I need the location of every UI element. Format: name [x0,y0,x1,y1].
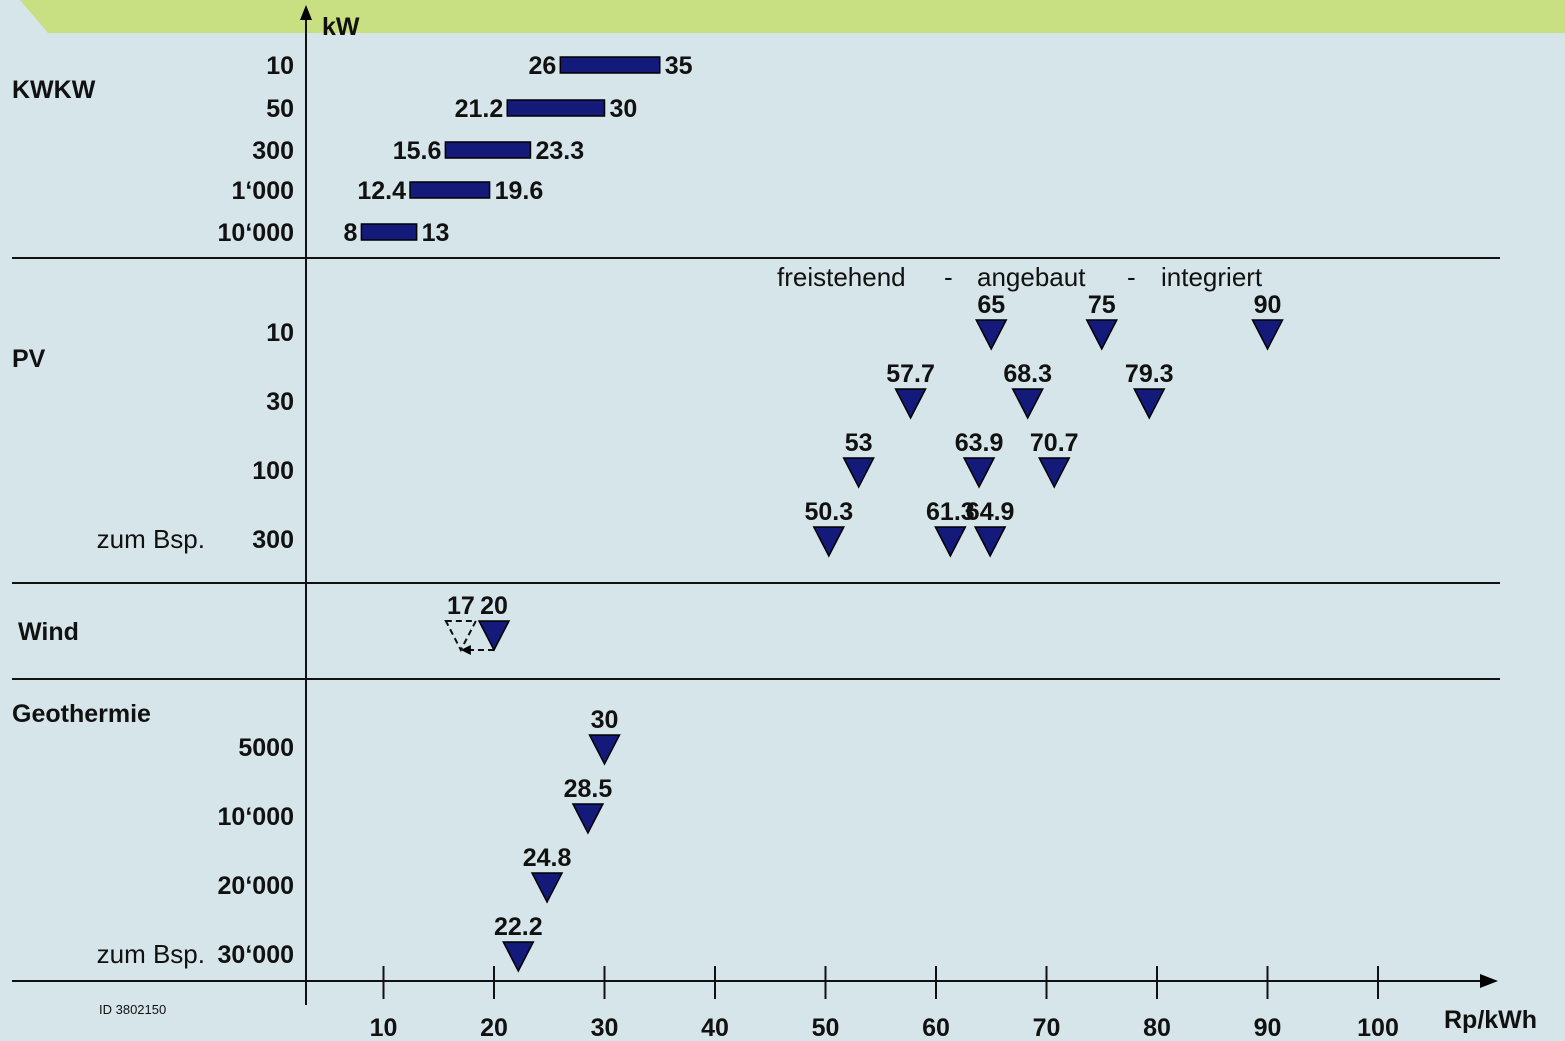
marker-triangle [571,803,605,835]
y-axis-arrow [300,5,312,20]
marker-label: 28.5 [564,775,613,803]
range-max-label: 13 [422,219,450,247]
section-title-geo: Geothermie [12,700,151,728]
pv-legend-integriert: integriert [1161,262,1263,292]
marker-triangle [1085,319,1118,351]
marker-label: 50.3 [804,498,853,526]
range-bar [559,56,661,74]
x-tick-label: 90 [1254,1014,1282,1041]
range-max-label: 35 [665,52,693,80]
marker-triangle [973,526,1007,558]
marker-label: 24.8 [523,844,572,872]
marker-triangle [934,526,967,558]
row-kw-label: 30 [266,388,294,416]
x-tick-label: 30 [591,1014,619,1041]
x-tick-label: 20 [480,1014,508,1041]
marker-label: 90 [1254,291,1282,319]
row-kw-label: 10 [266,319,294,347]
marker-triangle [842,457,875,489]
marker-label: 20 [480,592,508,620]
marker-label: 22.2 [494,913,543,941]
x-tick-label: 10 [370,1014,398,1041]
section-title-pv: PV [12,345,46,373]
row-kw-label: 50 [266,95,294,123]
x-tick-label: 50 [812,1014,840,1041]
range-min-label: 26 [528,52,556,80]
y-axis-label: kW [322,13,360,41]
marker-triangle [1133,388,1166,420]
marker-label: 70.7 [1030,429,1079,457]
marker-label: 75 [1088,291,1116,319]
pv-legend-separator: - [1127,262,1136,292]
marker-label: 63.9 [955,429,1004,457]
wind-arrow-head [460,645,471,655]
x-axis-label: Rp/kWh [1444,1006,1537,1034]
x-tick-label: 40 [701,1014,729,1041]
marker-triangle [477,620,511,652]
range-max-label: 19.6 [495,177,544,205]
marker-triangle [1251,319,1284,351]
marker-dashed-triangle [444,620,478,653]
id-note: ID 3802150 [99,1002,166,1017]
marker-label: 61.3 [926,498,975,526]
x-axis-arrow [1480,974,1498,988]
row-prefix-label: zum Bsp. [97,524,205,554]
row-kw-label: 5000 [238,734,294,762]
pv-legend-angebaut: angebaut [977,262,1086,292]
x-tick-label: 60 [922,1014,950,1041]
row-kw-label: 30‘000 [218,941,294,969]
range-min-label: 12.4 [357,177,406,205]
pv-legend-separator: - [944,262,953,292]
row-kw-label: 20‘000 [218,872,294,900]
marker-triangle [975,319,1008,351]
marker-label: 68.3 [1003,360,1052,388]
marker-triangle [530,872,564,904]
range-min-label: 8 [343,219,357,247]
row-kw-label: 300 [252,526,294,554]
marker-triangle [894,388,927,420]
marker-triangle [1011,388,1044,420]
row-kw-label: 10‘000 [218,219,294,247]
range-max-label: 30 [610,95,638,123]
range-bar [506,99,606,117]
range-bar [409,181,491,199]
row-kw-label: 1‘000 [231,177,294,205]
row-kw-label: 10‘000 [218,803,294,831]
x-tick-label: 80 [1143,1014,1171,1041]
top-banner [20,0,1565,33]
x-tick-label: 100 [1357,1014,1399,1041]
row-kw-label: 100 [252,457,294,485]
row-kw-label: 10 [266,52,294,80]
range-max-label: 23.3 [535,137,584,165]
marker-label: 17 [447,592,475,620]
section-title-kwkw: KWKW [12,76,96,104]
row-kw-label: 300 [252,137,294,165]
range-bar [360,223,418,241]
marker-triangle [812,526,846,558]
marker-label: 57.7 [886,360,935,388]
pv-legend-freistehend: freistehend [777,262,906,292]
marker-triangle [962,457,996,489]
range-min-label: 21.2 [455,95,504,123]
marker-triangle [588,734,621,766]
marker-label: 64.9 [966,498,1015,526]
marker-triangle [502,941,535,973]
marker-label: 30 [591,706,619,734]
marker-triangle [1038,457,1071,489]
marker-label: 79.3 [1125,360,1174,388]
range-bar [444,141,532,159]
row-prefix-label: zum Bsp. [97,939,205,969]
range-min-label: 15.6 [393,137,442,165]
x-tick-label: 70 [1033,1014,1061,1041]
marker-label: 53 [845,429,873,457]
marker-label: 65 [977,291,1005,319]
section-title-wind: Wind [18,618,79,646]
